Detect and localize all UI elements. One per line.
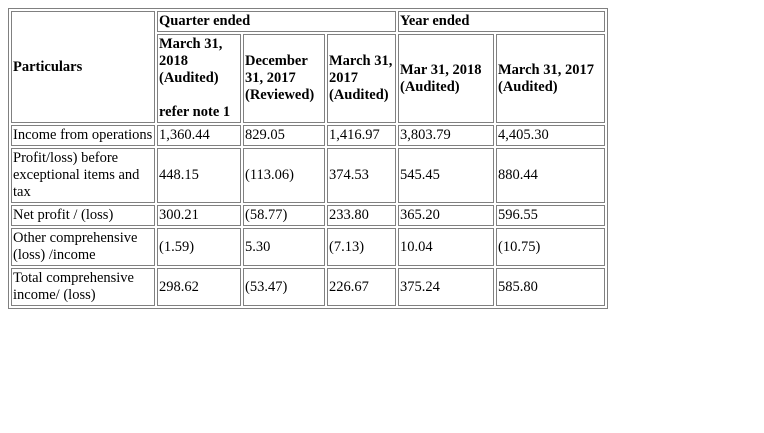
column-header-date: March 31, 2017: [329, 53, 393, 86]
column-header: Mar 31, 2018 (Audited): [398, 34, 494, 123]
column-header: March 31, 2018 (Audited) refer note 1: [157, 34, 241, 123]
table-cell: 545.45: [398, 148, 494, 203]
table-row: Net profit / (loss) 300.21 (58.77) 233.8…: [11, 205, 605, 226]
table-cell: 300.21: [157, 205, 241, 226]
table-cell: 10.04: [398, 228, 494, 266]
column-header: March 31, 2017 (Audited): [327, 34, 396, 123]
table-cell: (1.59): [157, 228, 241, 266]
column-header-status: (Audited): [400, 78, 460, 95]
column-header-date: Mar 31, 2018: [400, 61, 482, 78]
table-cell: (7.13): [327, 228, 396, 266]
header-row-periods: March 31, 2018 (Audited) refer note 1 De…: [11, 34, 605, 123]
table-cell: 374.53: [327, 148, 396, 203]
column-header-status: (Audited): [159, 70, 219, 86]
table-cell: 226.67: [327, 268, 396, 306]
table-cell: (113.06): [243, 148, 325, 203]
table-cell: 3,803.79: [398, 125, 494, 146]
table-cell: 1,360.44: [157, 125, 241, 146]
table-row: Income from operations 1,360.44 829.05 1…: [11, 125, 605, 146]
header-row-groups: Particulars Quarter ended Year ended: [11, 11, 605, 123]
table-cell: 375.24: [398, 268, 494, 306]
row-label: Income from operations: [11, 125, 155, 146]
row-label: Net profit / (loss): [11, 205, 155, 226]
column-header-date: March 31, 2018: [159, 36, 223, 69]
table-cell: 829.05: [243, 125, 325, 146]
column-header: December 31, 2017 (Reviewed): [243, 34, 325, 123]
table-cell: 1,416.97: [327, 125, 396, 146]
table-cell: 448.15: [157, 148, 241, 203]
financial-results-table: Particulars Quarter ended Year ended Mar…: [8, 8, 608, 309]
table-cell: 5.30: [243, 228, 325, 266]
table-cell: 365.20: [398, 205, 494, 226]
table-row: Profit/loss) before exceptional items an…: [11, 148, 605, 203]
table-row: Other comprehensive (loss) /income (1.59…: [11, 228, 605, 266]
table-cell: 880.44: [496, 148, 605, 203]
table-cell: 298.62: [157, 268, 241, 306]
column-header-note: refer note 1: [159, 104, 231, 120]
year-ended-header: Year ended: [398, 11, 605, 32]
row-label: Profit/loss) before exceptional items an…: [11, 148, 155, 203]
table-cell: (10.75): [496, 228, 605, 266]
table-row: Total comprehensive income/ (loss) 298.6…: [11, 268, 605, 306]
quarter-ended-header: Quarter ended: [157, 11, 396, 32]
table-cell: 4,405.30: [496, 125, 605, 146]
column-header: March 31, 2017 (Audited): [496, 34, 605, 123]
column-header-status: (Audited): [329, 87, 389, 103]
table-cell: 596.55: [496, 205, 605, 226]
table-cell: (53.47): [243, 268, 325, 306]
column-header-date: December 31, 2017: [245, 53, 308, 86]
table-cell: 233.80: [327, 205, 396, 226]
table-cell: (58.77): [243, 205, 325, 226]
table-cell: 585.80: [496, 268, 605, 306]
particulars-header: Particulars: [11, 11, 155, 123]
column-header-date: March 31, 2017: [498, 61, 594, 78]
row-label: Other comprehensive (loss) /income: [11, 228, 155, 266]
row-label: Total comprehensive income/ (loss): [11, 268, 155, 306]
column-header-status: (Reviewed): [245, 87, 315, 103]
column-header-status: (Audited): [498, 78, 558, 95]
